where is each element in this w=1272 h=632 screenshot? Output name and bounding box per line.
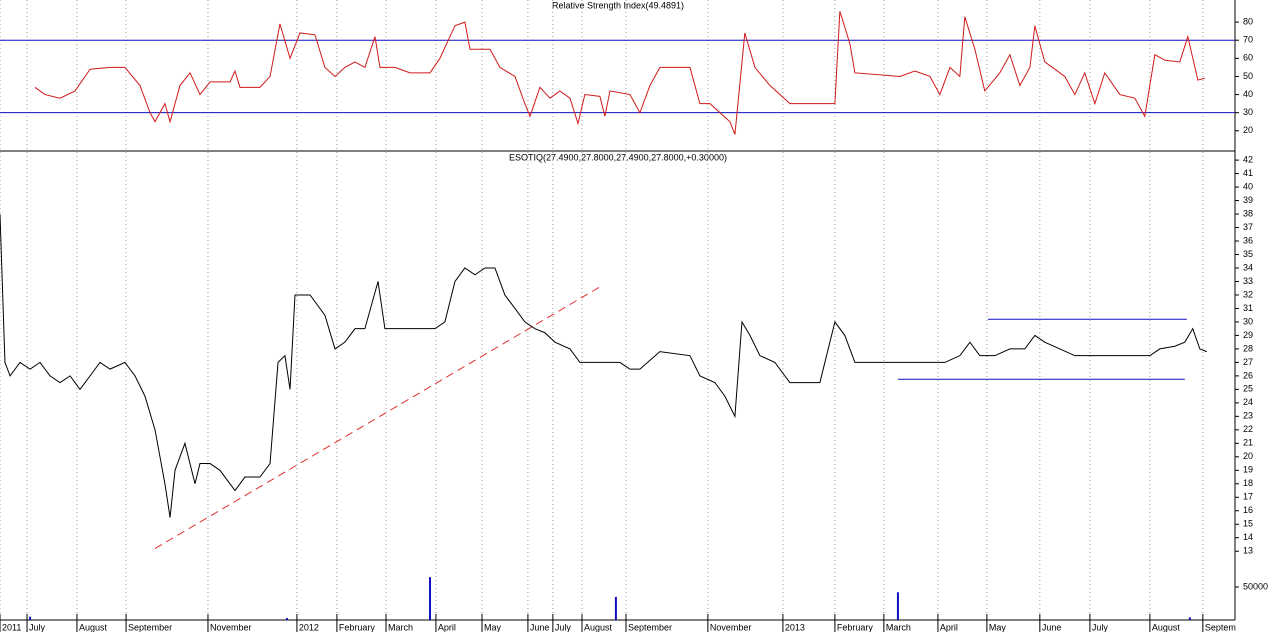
y-tick-label: 31	[1243, 303, 1253, 313]
y-tick-label: 40	[1243, 181, 1253, 191]
y-tick-label: 32	[1243, 289, 1253, 299]
y-tick-label: 40	[1243, 89, 1253, 99]
y-tick-label: 16	[1243, 505, 1253, 515]
y-tick-label: 18	[1243, 478, 1253, 488]
volume-bar	[429, 577, 432, 620]
y-tick-label: 50000	[1243, 581, 1268, 591]
x-tick-label: June	[530, 622, 550, 632]
x-tick-label: November	[710, 622, 752, 632]
x-tick-label: November	[210, 622, 252, 632]
x-tick-label: February	[339, 622, 376, 632]
y-tick-label: 29	[1243, 330, 1253, 340]
y-tick-label: 21	[1243, 438, 1253, 448]
price-line	[0, 214, 1208, 518]
y-tick-label: 22	[1243, 424, 1253, 434]
x-tick-label: March	[388, 622, 413, 632]
x-tick-label: May	[989, 622, 1007, 632]
y-tick-label: 20	[1243, 451, 1253, 461]
x-tick-label: Septem	[1205, 622, 1236, 632]
x-tick-label: May	[484, 622, 502, 632]
y-tick-label: 15	[1243, 519, 1253, 529]
y-tick-label: 13	[1243, 546, 1253, 556]
y-tick-label: 50	[1243, 71, 1253, 81]
x-tick-label: September	[628, 622, 672, 632]
volume-bar	[1188, 617, 1191, 620]
y-tick-label: 19	[1243, 465, 1253, 475]
volume-bar	[29, 616, 32, 620]
y-tick-label: 70	[1243, 35, 1253, 45]
x-tick-label: 2012	[299, 622, 319, 632]
price-title: ESOTIQ(27.4900,27.8000,27.4900,27.8000,+…	[509, 152, 727, 162]
y-tick-label: 23	[1243, 411, 1253, 421]
y-tick-label: 26	[1243, 370, 1253, 380]
y-tick-label: 39	[1243, 195, 1253, 205]
y-tick-label: 41	[1243, 168, 1253, 178]
y-tick-label: 20	[1243, 125, 1253, 135]
x-tick-label: July	[29, 622, 46, 632]
x-tick-label: April	[438, 622, 456, 632]
x-tick-label: June	[1042, 622, 1062, 632]
volume-bar	[896, 592, 899, 620]
x-tick-label: February	[837, 622, 874, 632]
x-tick-label: March	[886, 622, 911, 632]
y-tick-label: 27	[1243, 357, 1253, 367]
x-tick-label: July	[555, 622, 572, 632]
y-tick-label: 30	[1243, 107, 1253, 117]
x-tick-label: August	[79, 622, 108, 632]
rsi-title: Relative Strength Index(49.4891)	[552, 0, 684, 10]
x-tick-label: August	[1152, 622, 1181, 632]
volume-bar	[285, 618, 288, 620]
x-tick-label: 2013	[785, 622, 805, 632]
y-tick-label: 17	[1243, 492, 1253, 502]
x-tick-label: September	[128, 622, 172, 632]
y-tick-label: 60	[1243, 53, 1253, 63]
y-tick-label: 37	[1243, 222, 1253, 232]
y-tick-label: 24	[1243, 397, 1253, 407]
x-tick-label: July	[1092, 622, 1109, 632]
y-tick-label: 35	[1243, 249, 1253, 259]
x-tick-label: August	[584, 622, 613, 632]
y-tick-label: 28	[1243, 343, 1253, 353]
trend-line	[154, 286, 601, 549]
x-tick-label: 2011	[2, 622, 21, 632]
y-tick-label: 42	[1243, 154, 1253, 164]
rsi-line	[34, 11, 1205, 135]
y-tick-label: 25	[1243, 384, 1253, 394]
y-tick-label: 80	[1243, 16, 1253, 26]
y-tick-label: 34	[1243, 262, 1253, 272]
y-tick-label: 14	[1243, 532, 1253, 542]
y-tick-label: 38	[1243, 208, 1253, 218]
y-tick-label: 36	[1243, 235, 1253, 245]
y-tick-label: 30	[1243, 316, 1253, 326]
x-tick-label: April	[940, 622, 958, 632]
y-tick-label: 33	[1243, 276, 1253, 286]
volume-bar	[614, 596, 617, 620]
